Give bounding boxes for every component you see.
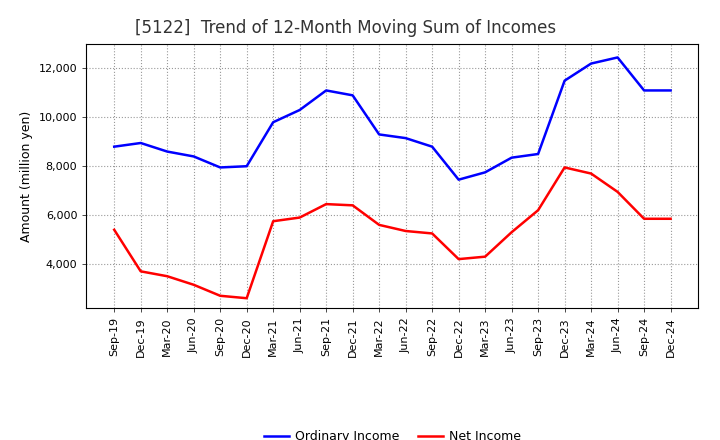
Ordinary Income xyxy=(216,165,225,170)
Ordinary Income xyxy=(613,55,622,60)
Ordinary Income xyxy=(534,151,542,157)
Net Income xyxy=(269,219,277,224)
Ordinary Income xyxy=(481,170,490,175)
Net Income xyxy=(110,227,119,232)
Ordinary Income xyxy=(322,88,330,93)
Net Income xyxy=(243,296,251,301)
Net Income xyxy=(508,230,516,235)
Ordinary Income xyxy=(560,78,569,83)
Line: Ordinary Income: Ordinary Income xyxy=(114,58,670,180)
Net Income xyxy=(375,222,384,227)
Net Income xyxy=(481,254,490,259)
Text: [5122]  Trend of 12-Month Moving Sum of Incomes: [5122] Trend of 12-Month Moving Sum of I… xyxy=(135,19,557,37)
Net Income xyxy=(613,189,622,194)
Net Income xyxy=(640,216,649,221)
Ordinary Income xyxy=(508,155,516,160)
Net Income xyxy=(136,269,145,274)
Net Income xyxy=(216,293,225,298)
Ordinary Income xyxy=(375,132,384,137)
Net Income xyxy=(295,215,304,220)
Ordinary Income xyxy=(348,93,357,98)
Ordinary Income xyxy=(666,88,675,93)
Net Income xyxy=(189,282,198,287)
Net Income xyxy=(666,216,675,221)
Ordinary Income xyxy=(587,61,595,66)
Ordinary Income xyxy=(454,177,463,182)
Ordinary Income xyxy=(428,144,436,149)
Net Income xyxy=(401,228,410,234)
Ordinary Income xyxy=(110,144,119,149)
Net Income xyxy=(560,165,569,170)
Ordinary Income xyxy=(640,88,649,93)
Net Income xyxy=(534,208,542,213)
Net Income xyxy=(428,231,436,236)
Ordinary Income xyxy=(401,136,410,141)
Net Income xyxy=(348,203,357,208)
Net Income xyxy=(454,257,463,262)
Net Income xyxy=(163,274,171,279)
Legend: Ordinary Income, Net Income: Ordinary Income, Net Income xyxy=(258,425,526,440)
Ordinary Income xyxy=(243,164,251,169)
Y-axis label: Amount (million yen): Amount (million yen) xyxy=(20,110,33,242)
Ordinary Income xyxy=(295,107,304,113)
Ordinary Income xyxy=(136,140,145,146)
Line: Net Income: Net Income xyxy=(114,168,670,298)
Net Income xyxy=(587,171,595,176)
Ordinary Income xyxy=(163,149,171,154)
Ordinary Income xyxy=(269,120,277,125)
Ordinary Income xyxy=(189,154,198,159)
Net Income xyxy=(322,202,330,207)
